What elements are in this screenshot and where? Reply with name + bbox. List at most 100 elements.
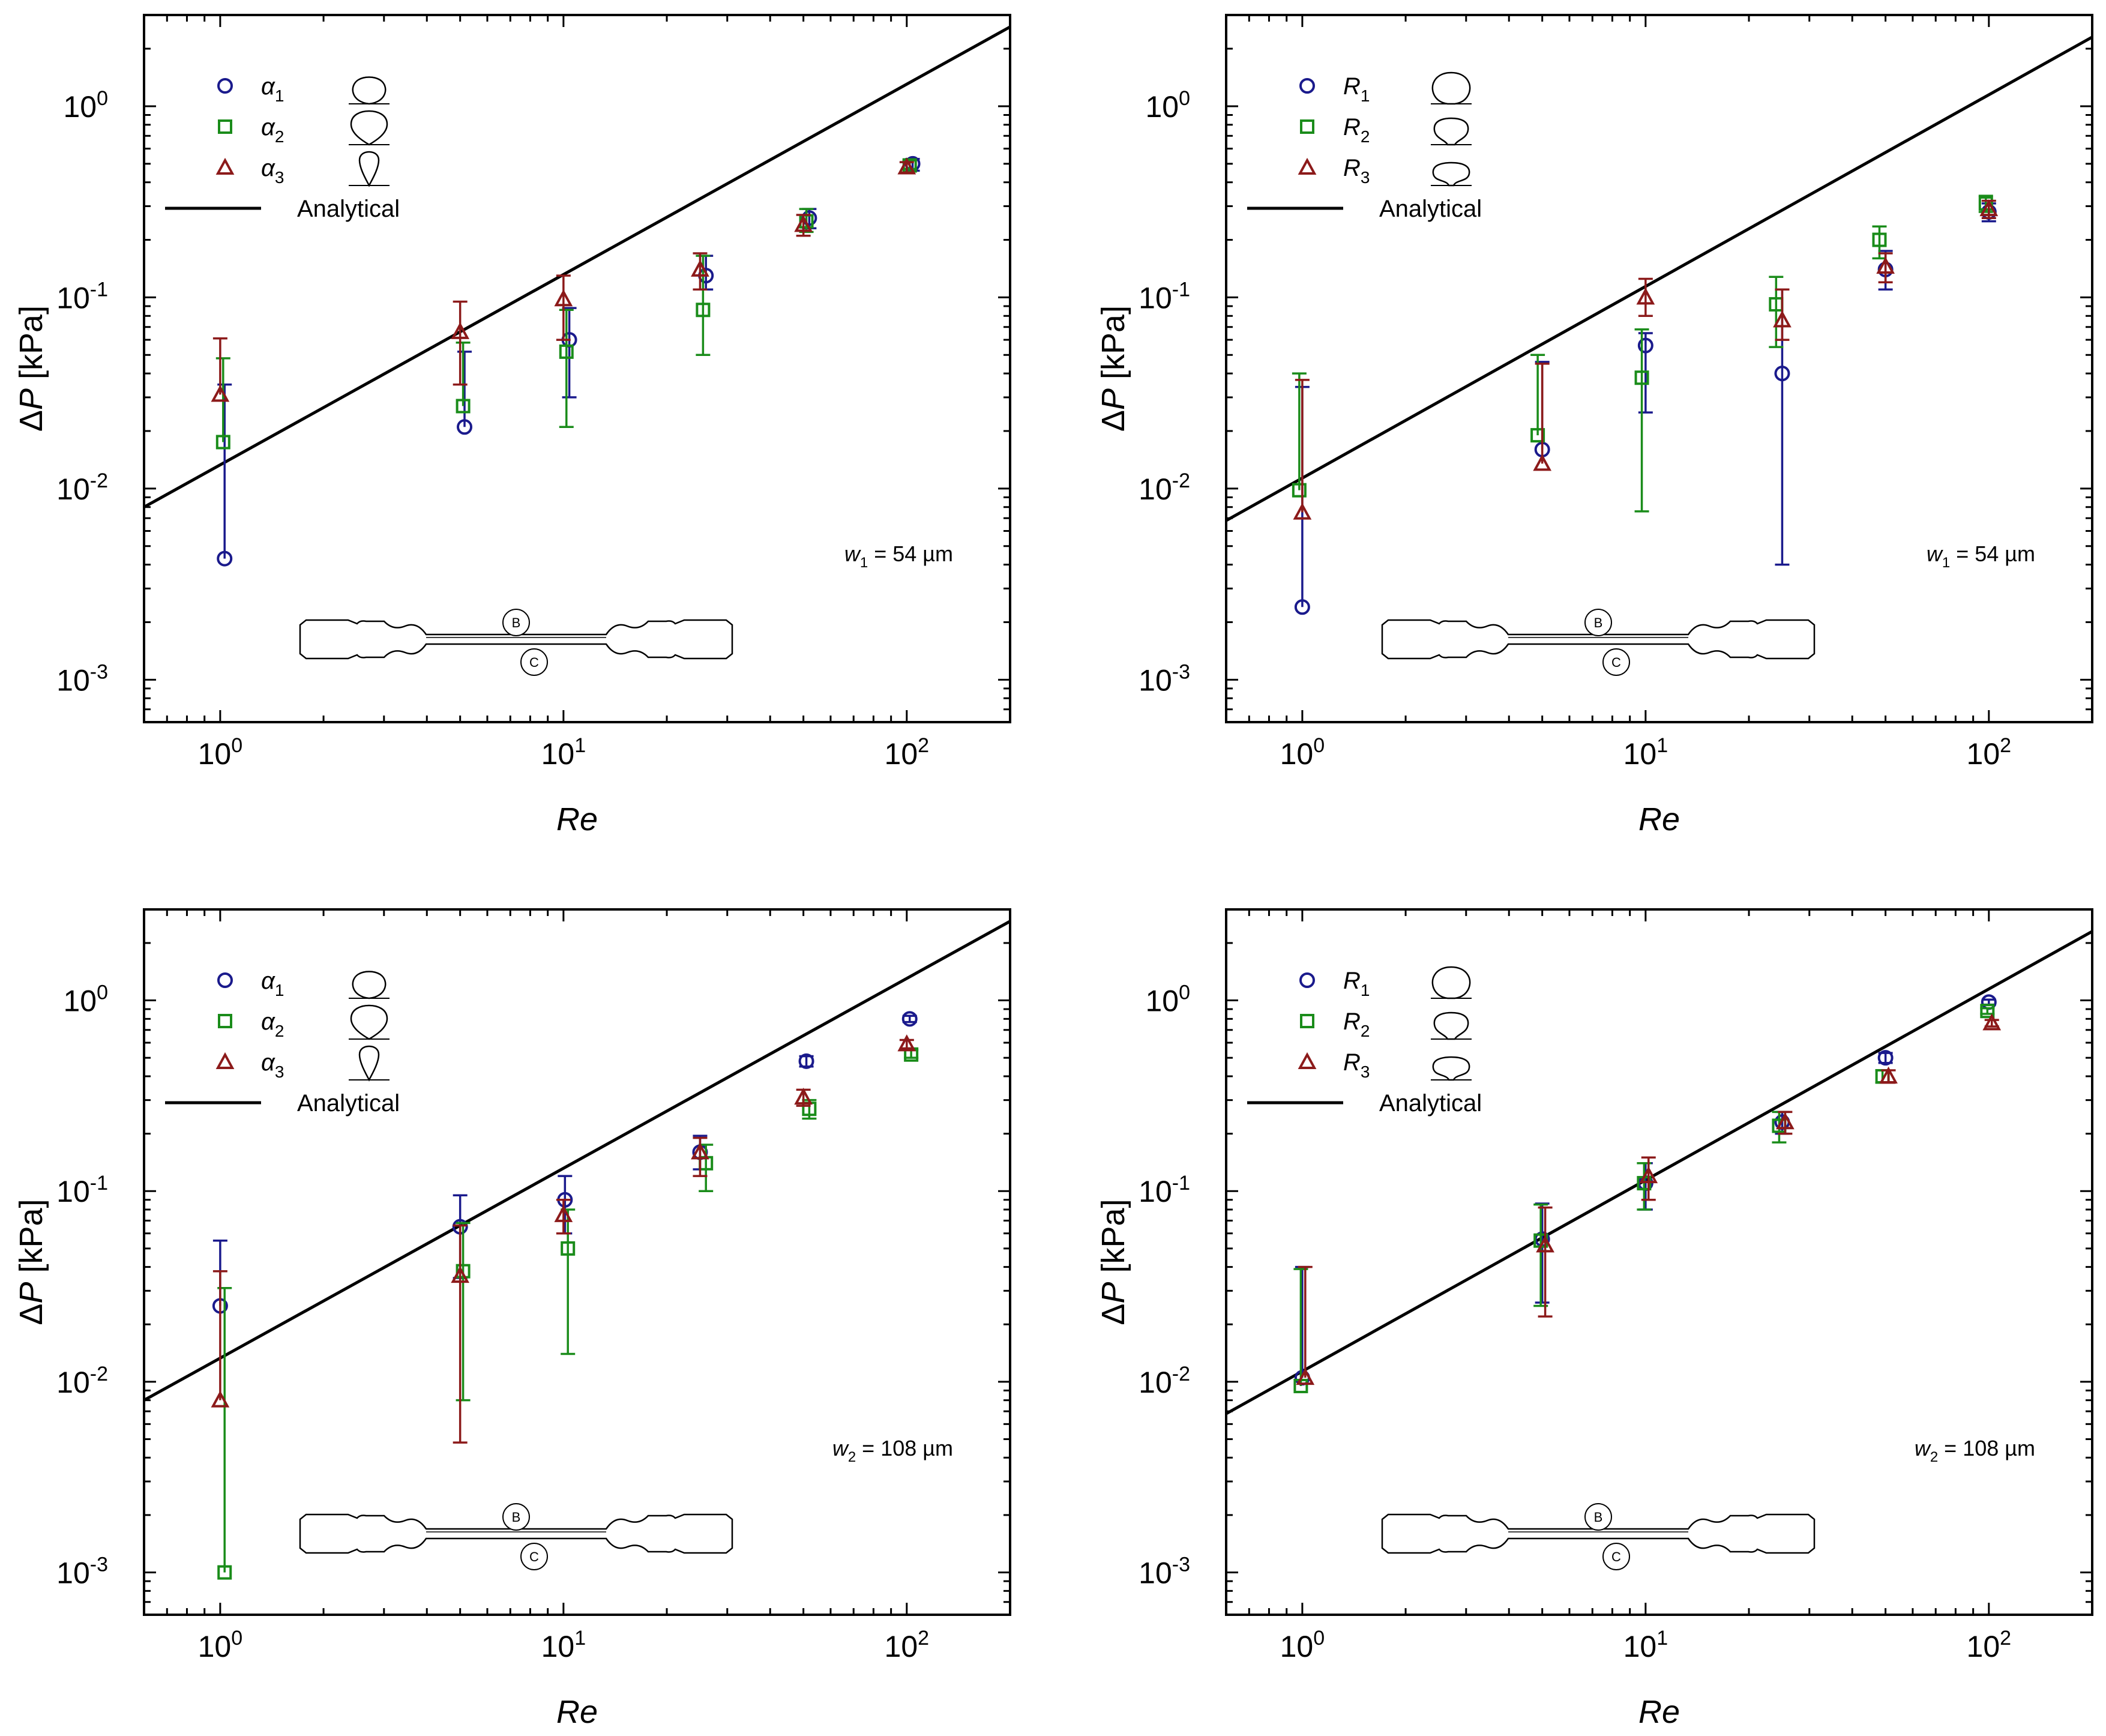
data-point (1636, 288, 1655, 305)
x-tick-label: 100 (1280, 1627, 1325, 1663)
shape-outline (1431, 966, 1471, 999)
channel-c-marker (1602, 1543, 1630, 1570)
data-point (691, 259, 709, 277)
data-point (798, 1053, 814, 1069)
data-point (456, 1264, 471, 1279)
y-tick-label: 10-1 (56, 278, 108, 315)
plot-frame (1225, 14, 2093, 723)
data-point (451, 1265, 470, 1283)
x-axis-label: Re (1638, 801, 1680, 837)
legend-shape-icon (349, 1045, 390, 1082)
legend-shape-icon (1431, 966, 1472, 999)
x-tick-label: 100 (1280, 734, 1325, 771)
data-point (456, 399, 471, 414)
y-axis-label: ΔP [kPa] (1095, 306, 1131, 432)
series-R1 (1294, 994, 1997, 1386)
legend: R1 R2 R3 Analytical (1247, 71, 1482, 222)
data-point (1536, 1235, 1554, 1253)
legend-marker (217, 78, 233, 94)
data-point (1296, 1367, 1315, 1385)
legend-label: α2 (261, 1008, 284, 1040)
y-tick-label: 100 (1145, 981, 1190, 1018)
panel-3: 100 101 102 10-3 10-2 10-1 100 Re ΔP [kPa] α1 α2 α3… (13, 908, 1011, 1730)
y-tick-label: 10-3 (1139, 1554, 1190, 1590)
legend-marker (215, 1052, 235, 1069)
x-tick-label: 100 (198, 1627, 243, 1663)
shape-outline (350, 110, 388, 146)
x-tick-label: 102 (1967, 734, 2012, 771)
data-point (1982, 1013, 2002, 1031)
series-α3 (211, 157, 916, 402)
y-tick-label: 100 (63, 87, 108, 124)
width-annotation: w1 = 54 µm (844, 541, 953, 571)
series-R1 (1294, 202, 1997, 615)
channel-b-label: B (1594, 615, 1603, 630)
y-tick-label: 10-1 (56, 1172, 108, 1208)
y-tick-label: 100 (63, 981, 108, 1018)
legend-label: R3 (1343, 1049, 1370, 1081)
analytical-line (144, 25, 1010, 508)
y-tick-label: 100 (1145, 87, 1190, 124)
channel-schematic: BC (1381, 609, 1816, 676)
series-α1 (212, 1011, 918, 1314)
series-α3 (211, 1034, 916, 1444)
channel-b-label: B (512, 1510, 521, 1525)
x-tick-label: 101 (1623, 1627, 1668, 1663)
shape-outline (1431, 71, 1471, 105)
data-point (554, 1205, 573, 1222)
legend-analytical-label: Analytical (1379, 1090, 1482, 1117)
shape-outline (1433, 1011, 1469, 1040)
legend: α1 α2 α3 Analytical (165, 73, 400, 222)
data-point (457, 419, 473, 435)
legend-marker (218, 119, 232, 134)
legend-analytical-label: Analytical (1379, 196, 1482, 222)
width-annotation: w2 = 108 µm (1915, 1436, 2035, 1465)
channel-b-marker (502, 609, 530, 636)
plot-frame (143, 908, 1011, 1616)
channel-b-marker (502, 1503, 530, 1531)
data-point (1776, 1112, 1795, 1130)
legend: R1 R2 R3 Analytical (1247, 966, 1482, 1117)
data-point (1872, 232, 1887, 247)
channel-c-marker (520, 648, 548, 676)
data-point (215, 435, 230, 450)
legend-marker (1298, 1052, 1317, 1069)
y-tick-label: 10-3 (56, 1554, 108, 1590)
legend-marker (217, 972, 233, 988)
channel-c-label: C (529, 1549, 539, 1564)
channel-outline (1381, 1513, 1816, 1554)
legend-shape-icon (1431, 71, 1472, 105)
legend-label: α1 (261, 73, 284, 105)
series-R3 (1293, 199, 1999, 520)
data-point (554, 289, 573, 307)
data-point (217, 1565, 232, 1580)
legend-marker (1298, 157, 1317, 175)
channel-b-label: B (512, 615, 521, 630)
legend-shape-icon (1431, 117, 1472, 146)
data-point (1634, 370, 1649, 385)
legend-label: R1 (1343, 968, 1370, 999)
legend-shape-icon (349, 971, 390, 999)
channel-b-marker (1584, 1503, 1612, 1531)
analytical-line (1226, 35, 2092, 522)
x-tick-label: 102 (885, 734, 930, 771)
x-tick-label: 101 (541, 734, 586, 771)
panel-1: 100 101 102 10-3 10-2 10-1 100 Re ΔP [kPa] α1 α2 α3… (13, 14, 1011, 837)
legend-shape-icon (349, 76, 390, 105)
data-point (691, 1142, 709, 1160)
x-axis-label: Re (1638, 1694, 1680, 1730)
shape-outline (1432, 1056, 1470, 1081)
data-point (1980, 1004, 1995, 1019)
channel-b-marker (1584, 609, 1612, 636)
channel-outline (1381, 619, 1816, 660)
channel-c-label: C (529, 655, 539, 670)
shape-outline (352, 971, 387, 999)
width-annotation: w1 = 54 µm (1927, 541, 2035, 571)
y-tick-label: 10-2 (56, 469, 108, 506)
data-point (1639, 1166, 1658, 1184)
data-point (561, 1241, 576, 1256)
legend-marker (1299, 972, 1315, 988)
channel-c-label: C (1611, 655, 1621, 670)
y-tick-label: 10-3 (1139, 660, 1190, 697)
channel-c-marker (520, 1543, 548, 1570)
